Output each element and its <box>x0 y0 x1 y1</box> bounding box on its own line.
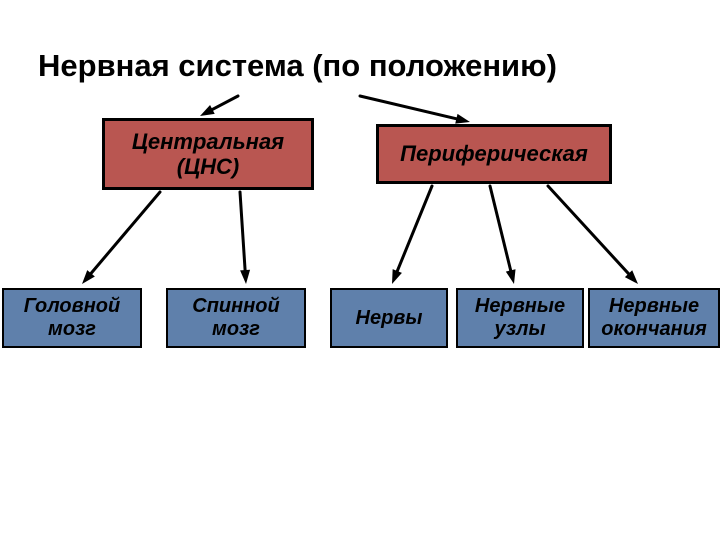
node-label-line: окончания <box>601 318 707 341</box>
node-label-line: узлы <box>494 318 545 341</box>
node-ganglia: Нервныеузлы <box>456 288 584 348</box>
diagram-title: Нервная система (по положению) <box>38 48 557 84</box>
node-label-line: Центральная <box>132 129 284 154</box>
node-label-line: мозг <box>48 318 96 341</box>
diagram-canvas: Нервная система (по положению) Центральн… <box>0 0 720 540</box>
node-label-line: Спинной <box>192 295 279 318</box>
node-spinal: Спинноймозг <box>166 288 306 348</box>
node-label-line: Периферическая <box>400 141 588 166</box>
node-label-line: Головной <box>24 295 120 318</box>
node-label-line: мозг <box>212 318 260 341</box>
node-central: Центральная(ЦНС) <box>102 118 314 190</box>
node-label-line: Нервные <box>475 295 565 318</box>
node-endings: Нервныеокончания <box>588 288 720 348</box>
node-label-line: Нервные <box>609 295 699 318</box>
node-nerves: Нервы <box>330 288 448 348</box>
node-label-line: Нервы <box>356 307 423 330</box>
node-peripheral: Периферическая <box>376 124 612 184</box>
node-label-line: (ЦНС) <box>177 154 239 179</box>
node-brain: Головноймозг <box>2 288 142 348</box>
